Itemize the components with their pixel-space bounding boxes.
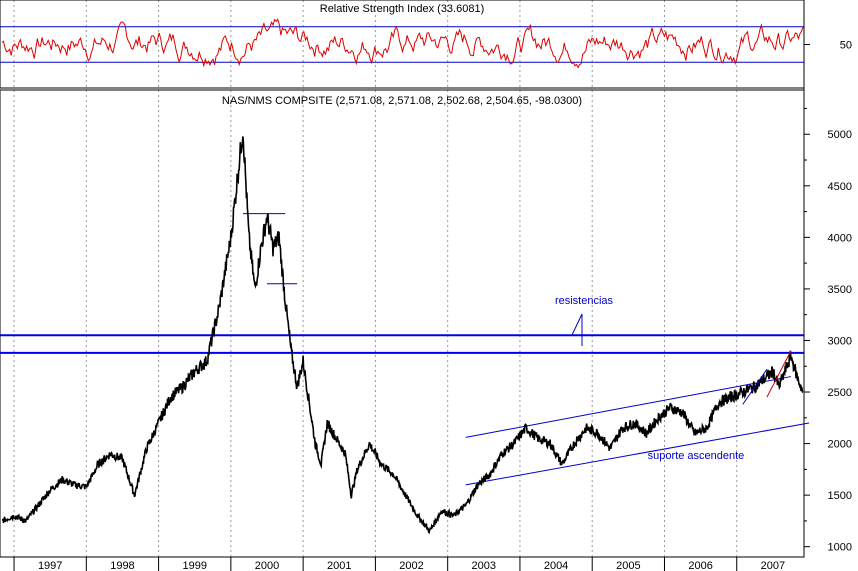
- recent-trend-marks: [742, 350, 792, 405]
- rsi-y-axis: 50: [803, 0, 852, 90]
- price-frame: [0, 89, 805, 558]
- x-tick-label: 2000: [255, 560, 279, 571]
- price-tick-label: 2500: [828, 387, 852, 399]
- price-tick-label: 4000: [828, 232, 852, 244]
- resistance-pointer-a: [571, 313, 583, 336]
- x-tick-label: 2001: [327, 560, 351, 571]
- year-gridlines: [13, 0, 738, 557]
- rsi-reference-lines: [0, 26, 804, 63]
- x-tick-label: 2007: [761, 560, 785, 571]
- rsi-series-line: [1, 18, 804, 69]
- price-tick-label: 3500: [828, 284, 852, 296]
- price-tick-label: 5000: [828, 129, 852, 141]
- x-tick-label: 2006: [688, 560, 712, 571]
- trend-mark-2: [766, 350, 792, 398]
- trend-mark-1: [742, 369, 768, 405]
- x-tick-label: 2002: [399, 560, 423, 571]
- channel-upper: [465, 376, 792, 438]
- rsi-tick-label: 50: [840, 40, 852, 52]
- price-tick-label: 3000: [828, 335, 852, 347]
- price-panel: NAS/NMS COMPSITE (2,571.08, 2,571.08, 2,…: [0, 89, 852, 558]
- price-title: NAS/NMS COMPSITE (2,571.08, 2,571.08, 2,…: [222, 95, 582, 107]
- price-tick-label: 1500: [828, 490, 852, 502]
- x-tick-label: 2005: [616, 560, 640, 571]
- price-series-line: [1, 136, 804, 535]
- x-tick-label: 1998: [110, 560, 134, 571]
- rsi-panel: Relative Strength Index (33.6081) 50: [0, 0, 852, 90]
- price-tick-label: 2000: [828, 439, 852, 451]
- x-tick-label: 1997: [38, 560, 62, 571]
- price-y-axis: 1000 1500 2000 2500 3000 3500 4000 4500 5000: [803, 90, 852, 557]
- peak-level-lines: [242, 213, 298, 285]
- rsi-title: Relative Strength Index (33.6081): [320, 3, 485, 15]
- price-tick-label: 1000: [828, 542, 852, 554]
- support-channel: [465, 376, 810, 486]
- x-axis: 1997 1998 1999 2000 2001 2002 2003 2004 2005 2006…: [0, 556, 804, 571]
- channel-lower: [465, 422, 810, 486]
- x-tick-label: 1999: [182, 560, 206, 571]
- resistance-lines: [0, 334, 804, 354]
- x-tick-label: 2004: [544, 560, 568, 571]
- price-tick-label: 4500: [828, 181, 852, 193]
- support-annotation: suporte ascendente: [648, 450, 745, 462]
- x-tick-label: 2003: [472, 560, 496, 571]
- resistance-annotation: resistencias: [555, 295, 614, 307]
